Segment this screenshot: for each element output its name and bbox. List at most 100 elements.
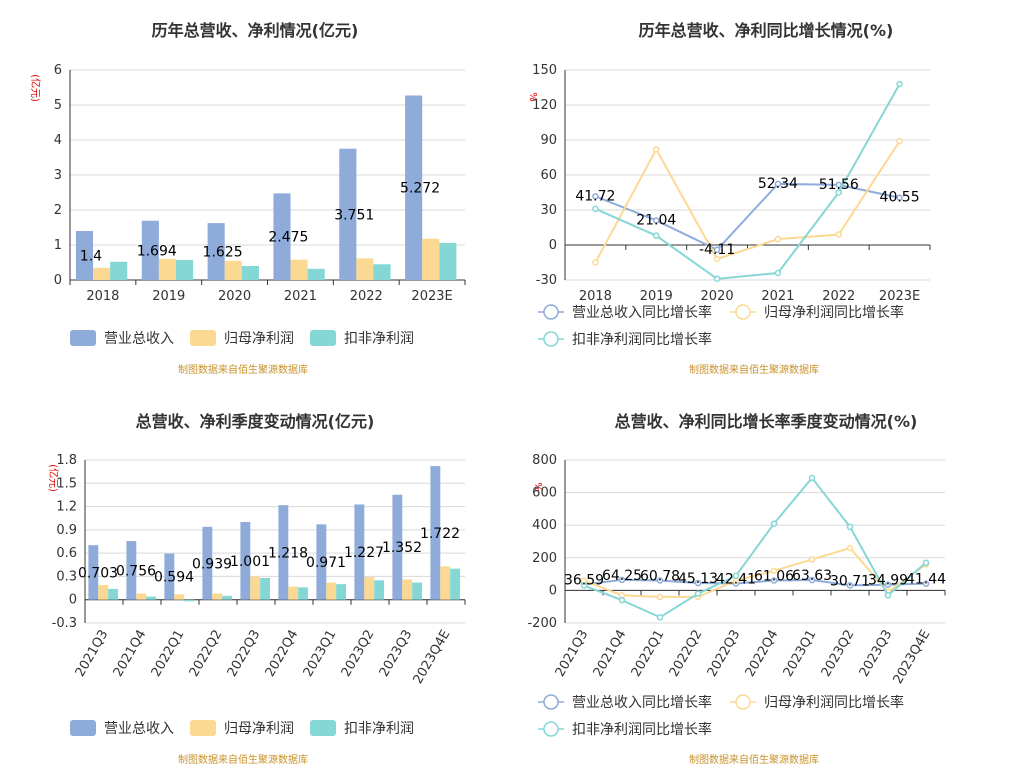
- data-label: 30.71: [830, 573, 870, 589]
- data-label: 1.218: [268, 545, 308, 561]
- series-point: [846, 523, 854, 531]
- x-tick-label: 2022Q1: [149, 628, 188, 680]
- data-label: 61.06: [754, 568, 794, 584]
- bar-revenue: [339, 148, 357, 280]
- chart-svg: 总营收、净利季度变动情况(亿元) (亿元) -0.3 0 0.3 0.6 0.9 1.2 1.5…: [47, 412, 466, 766]
- y-tick-label: 0.3: [56, 569, 77, 584]
- bar-revenue: [207, 223, 225, 280]
- annual-growth-chart: 历年总营收、净利同比增长情况(%)% -30 0 30 60 90 120 150 2018 20…: [511, 0, 1022, 390]
- x-tick-label: 2021: [761, 289, 794, 304]
- data-label: -4.11: [699, 242, 735, 258]
- data-label: 64.25: [602, 568, 642, 584]
- quarterly-revenue-profit-chart: 总营收、净利季度变动情况(亿元) (亿元) -0.3 0 0.3 0.6 0.9 1.2 1.5…: [0, 390, 511, 780]
- x-tick-label: 2021Q4: [111, 628, 150, 680]
- x-tick-label: 2021Q4: [591, 628, 630, 680]
- quarterly-growth-chart: 总营收、净利同比增长率季度变动情况(%)% -200 0 200 400 600 800 20…: [511, 390, 1022, 780]
- data-label: 1.4: [80, 249, 102, 265]
- data-label: 5.272: [400, 181, 440, 197]
- legend-swatch: [310, 330, 336, 346]
- bar-net-profit: [422, 238, 440, 280]
- series-line-revenue: [583, 578, 927, 587]
- bar-revenue: [354, 504, 365, 600]
- data-label: 1.722: [420, 526, 460, 542]
- series-point: [922, 559, 930, 566]
- series-point: [774, 235, 782, 243]
- data-label: 21.04: [636, 212, 676, 228]
- source-note: 制图数据来自佰生聚源数据库: [689, 363, 819, 376]
- series-point: [656, 593, 664, 601]
- series-point: [922, 580, 930, 587]
- data-label: 0.756: [116, 563, 156, 579]
- series-point: [653, 232, 660, 239]
- y-tick-label: 600: [532, 486, 557, 501]
- data-label: 63.63: [792, 568, 832, 584]
- unit-label: %: [527, 92, 538, 102]
- legend-marker: [735, 694, 751, 710]
- series-point: [846, 582, 854, 589]
- series-point: [770, 567, 778, 575]
- bar-deducted-profit: [146, 596, 157, 600]
- bar-revenue: [88, 545, 99, 600]
- legend-label: 扣非净利润同比增长率: [572, 721, 712, 738]
- unit-label: (亿元): [29, 74, 42, 102]
- data-label: 42.41: [716, 571, 756, 587]
- series-point: [713, 255, 721, 263]
- y-tick-label: 1: [54, 238, 62, 253]
- annual-revenue-profit-chart: 历年总营收、净利情况(亿元) (亿元) 0 1 2 3 4 5 6 2018 2019 2020 202…: [0, 0, 511, 390]
- bar-net-profit: [174, 594, 185, 600]
- y-tick-label: 90: [540, 133, 557, 148]
- x-tick-label: 2019: [152, 289, 185, 304]
- bar-revenue: [202, 526, 213, 600]
- y-tick-label: 1.2: [56, 500, 77, 515]
- y-tick-label: 1.8: [56, 453, 77, 468]
- x-tick-label: 2021Q3: [73, 628, 112, 680]
- data-label: 1.227: [344, 545, 384, 561]
- x-tick-label: 2020: [218, 289, 251, 304]
- x-tick-label: 2022Q2: [187, 628, 226, 680]
- series-point: [732, 572, 740, 579]
- y-tick-label: 0: [549, 583, 557, 598]
- data-label: 40.55: [880, 190, 920, 206]
- series-point: [774, 180, 782, 188]
- unit-label: %: [532, 482, 543, 492]
- x-tick-label: 2023Q4E: [411, 628, 454, 687]
- bar-deducted-profit: [374, 580, 385, 600]
- bar-deducted-profit: [110, 261, 128, 280]
- chart-title: 历年总营收、净利同比增长情况(%): [639, 21, 894, 40]
- series-point: [618, 596, 626, 604]
- legend-marker: [735, 304, 751, 320]
- x-tick-label: 2023Q1: [301, 628, 340, 680]
- y-tick-label: -200: [527, 616, 557, 631]
- data-label: 41.44: [906, 572, 946, 588]
- bar-net-profit: [356, 258, 374, 280]
- chart-title: 总营收、净利同比增长率季度变动情况(%): [615, 412, 918, 431]
- series-point: [653, 217, 660, 224]
- source-note: 制图数据来自佰生聚源数据库: [178, 363, 308, 376]
- bar-revenue: [316, 524, 327, 600]
- series-point: [846, 544, 854, 552]
- series-point: [835, 189, 842, 196]
- x-tick-label: 2022: [350, 289, 383, 304]
- y-tick-label: 150: [532, 63, 557, 78]
- series-point: [580, 582, 588, 589]
- bar-net-profit: [288, 586, 299, 600]
- series-point: [592, 259, 599, 266]
- bar-revenue: [164, 553, 175, 600]
- bar-deducted-profit: [439, 242, 457, 280]
- bar-deducted-profit: [222, 595, 233, 600]
- data-label: 36.59: [564, 572, 604, 588]
- y-tick-label: 2: [54, 203, 62, 218]
- series-point: [618, 576, 626, 584]
- series-line-net-profit: [594, 140, 901, 263]
- legend-marker: [543, 331, 559, 347]
- bar-deducted-profit: [373, 264, 391, 280]
- y-tick-label: 6: [54, 63, 62, 78]
- series-point: [896, 194, 903, 201]
- bar-revenue: [430, 466, 441, 600]
- bar-deducted-profit: [241, 266, 259, 280]
- series-point: [694, 579, 702, 587]
- bar-deducted-profit: [336, 584, 347, 600]
- bar-revenue: [392, 494, 403, 600]
- legend-label: 扣非净利润同比增长率: [572, 331, 712, 348]
- bar-net-profit: [136, 593, 147, 600]
